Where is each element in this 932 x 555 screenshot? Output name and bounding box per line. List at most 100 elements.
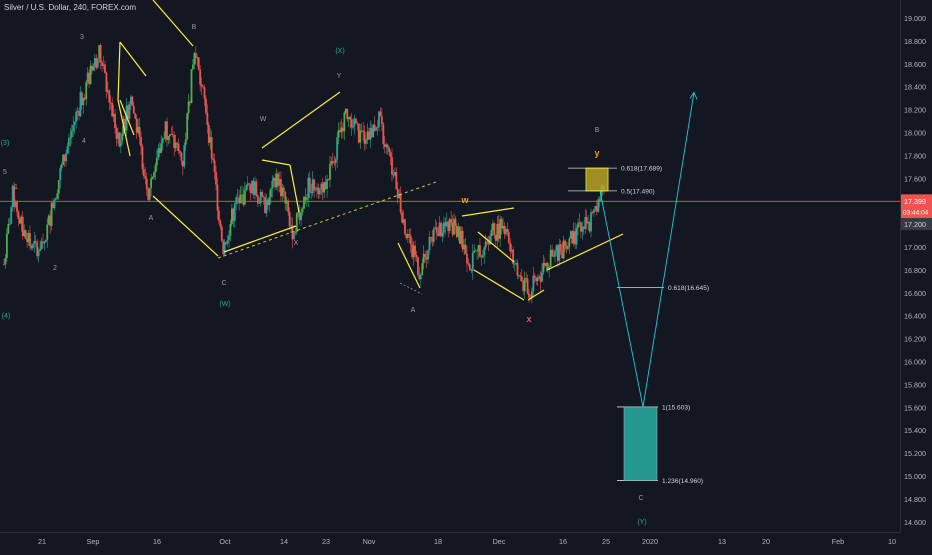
trendline[interactable] xyxy=(117,99,131,157)
trendline[interactable] xyxy=(477,231,515,263)
candle-body xyxy=(519,275,522,277)
candle-body xyxy=(3,264,5,265)
time-tick-label: 13 xyxy=(718,537,726,546)
trendline[interactable] xyxy=(261,91,341,149)
candle-body xyxy=(59,168,62,181)
candle-body xyxy=(342,127,344,132)
candle-body xyxy=(83,97,86,100)
trendline[interactable] xyxy=(397,242,421,289)
trendline[interactable] xyxy=(546,233,624,271)
dashed-channel-line[interactable] xyxy=(399,282,423,295)
trendline[interactable] xyxy=(527,289,545,301)
price-tick-label: 18.000 xyxy=(904,129,926,138)
candle-body xyxy=(428,236,431,251)
candle-body xyxy=(399,194,402,213)
candle-body xyxy=(581,226,584,232)
candle-body xyxy=(561,251,564,259)
candle-body xyxy=(16,201,18,212)
candle-body xyxy=(82,97,85,105)
candle-body xyxy=(493,223,496,235)
candle-body xyxy=(72,124,75,132)
time-tick-label: Oct xyxy=(219,537,230,546)
candle-body xyxy=(471,252,474,271)
candle-body xyxy=(78,110,80,116)
candle-body xyxy=(551,249,553,257)
fibonacci-levels[interactable]: 0.618(17.689) 0.5(17.490) 0.618(16.645) 1(1… xyxy=(568,91,709,485)
trendline[interactable] xyxy=(119,99,135,136)
wave-annotations[interactable] xyxy=(117,0,624,301)
candle-body xyxy=(86,72,89,83)
candle-body xyxy=(333,162,336,164)
candle-body xyxy=(265,199,268,213)
resistance-zone-box[interactable] xyxy=(585,167,609,192)
time-tick-label: 16 xyxy=(153,537,161,546)
trendline[interactable] xyxy=(461,207,515,217)
candle-body xyxy=(476,250,478,252)
candle-body xyxy=(320,183,323,190)
candle-body xyxy=(151,177,154,179)
candle-body xyxy=(532,275,535,292)
trendline[interactable] xyxy=(152,0,194,47)
candle-body xyxy=(69,137,72,139)
candle-body xyxy=(134,113,137,119)
candle-body xyxy=(417,257,419,276)
candle-body xyxy=(55,198,57,201)
time-tick-label: 23 xyxy=(322,537,330,546)
target-zone-box[interactable] xyxy=(623,406,658,481)
candle-body xyxy=(119,140,122,147)
wave-label: y xyxy=(594,148,599,158)
candle-body xyxy=(406,233,409,238)
trendline[interactable] xyxy=(473,269,525,301)
candle-body xyxy=(131,96,134,106)
dashed-trendline[interactable] xyxy=(217,181,437,259)
candle-body xyxy=(167,136,170,140)
trendline[interactable] xyxy=(119,41,147,77)
trendline[interactable] xyxy=(223,225,297,253)
trendline[interactable] xyxy=(289,164,300,213)
trendline[interactable] xyxy=(152,195,219,257)
candle-body xyxy=(323,181,326,193)
price-tick-label: 16.000 xyxy=(904,358,926,367)
candle-body xyxy=(118,132,121,147)
candle-body xyxy=(565,245,568,249)
wave-label: x xyxy=(526,314,531,324)
candle-body xyxy=(393,171,396,176)
candle-body xyxy=(124,118,127,131)
candle-body xyxy=(285,200,288,204)
candle-body xyxy=(473,250,476,253)
candle-body xyxy=(179,151,181,153)
candle-body xyxy=(5,233,8,259)
candle-body xyxy=(455,225,458,238)
price-tick-label: 15.800 xyxy=(904,380,926,389)
candle-body xyxy=(337,130,340,138)
candle-body xyxy=(353,118,356,127)
candle-body xyxy=(230,208,233,224)
trendline[interactable] xyxy=(261,159,291,166)
time-axis[interactable]: 21 Sep 16 Oct 14 23 Nov 18 Dec 16 25 2020 13 20 Feb 10 xyxy=(0,532,900,550)
trendline[interactable] xyxy=(117,41,121,101)
candle-body xyxy=(115,128,118,139)
projection-line-up[interactable] xyxy=(642,92,695,408)
candle-body xyxy=(157,148,160,158)
candle-body xyxy=(580,222,582,232)
candle-body xyxy=(466,253,468,264)
candle-body xyxy=(438,222,441,237)
projection-line-down[interactable] xyxy=(599,190,644,408)
candle-body xyxy=(79,92,82,116)
candle-body xyxy=(556,245,559,261)
candle-body xyxy=(158,148,161,153)
candle-body xyxy=(223,242,226,255)
candle-body xyxy=(287,200,290,212)
candle-body xyxy=(255,181,258,196)
candle-body xyxy=(588,222,591,232)
time-tick-label: Dec xyxy=(493,537,506,546)
time-tick-label: Sep xyxy=(87,537,100,546)
candle-body xyxy=(242,194,245,205)
candle-body xyxy=(14,201,17,207)
candle-body xyxy=(229,223,232,236)
price-axis[interactable]: 19.000 18.800 18.600 18.400 18.200 18.000 17.8… xyxy=(900,0,932,532)
candle-body xyxy=(380,116,383,125)
candle-body xyxy=(590,212,592,232)
